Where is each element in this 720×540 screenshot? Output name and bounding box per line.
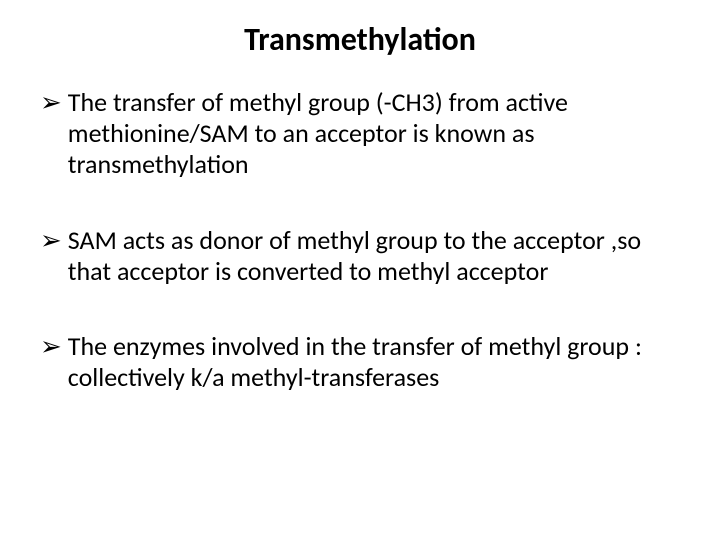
bullet-text: The transfer of methyl group (-CH3) from… bbox=[68, 87, 680, 181]
bullet-list: ➢ The transfer of methyl group (-CH3) fr… bbox=[40, 87, 680, 510]
bullet-text: The enzymes involved in the transfer of … bbox=[68, 331, 680, 393]
bullet-marker-icon: ➢ bbox=[40, 225, 62, 256]
bullet-text: SAM acts as donor of methyl group to the… bbox=[68, 225, 680, 287]
list-item: ➢ The transfer of methyl group (-CH3) fr… bbox=[40, 87, 680, 181]
list-item: ➢ SAM acts as donor of methyl group to t… bbox=[40, 225, 680, 287]
bullet-marker-icon: ➢ bbox=[40, 331, 62, 362]
slide-title: Transmethylation bbox=[40, 20, 680, 59]
bullet-marker-icon: ➢ bbox=[40, 87, 62, 118]
slide: Transmethylation ➢ The transfer of methy… bbox=[0, 0, 720, 540]
list-item: ➢ The enzymes involved in the transfer o… bbox=[40, 331, 680, 393]
